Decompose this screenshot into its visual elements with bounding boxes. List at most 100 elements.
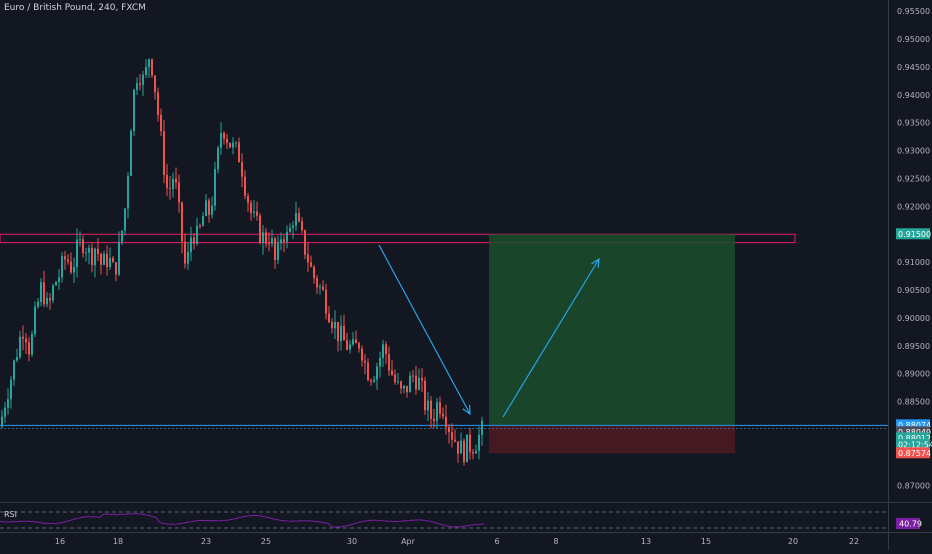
candle-body — [202, 216, 204, 226]
price-badge: 0.87574 — [896, 447, 931, 458]
candle-body — [34, 307, 36, 334]
candle-body — [49, 298, 51, 300]
candle-body — [307, 255, 309, 263]
candle-body — [430, 401, 432, 419]
candle-body — [31, 334, 33, 354]
time-tick-label: 23 — [201, 537, 211, 546]
candle-body — [196, 226, 198, 244]
candle-body — [22, 337, 24, 339]
candle-body — [319, 286, 321, 287]
price-tick-label: 0.88500 — [897, 398, 930, 407]
candle-body — [103, 254, 105, 265]
candle-body — [325, 290, 327, 314]
candle-body — [262, 232, 264, 242]
candle-body — [13, 360, 15, 379]
candle-body — [280, 239, 282, 243]
candle-body — [256, 212, 258, 216]
candle-body — [316, 278, 318, 287]
candle-body — [52, 285, 54, 300]
time-tick-label: 16 — [55, 537, 65, 546]
candle-body — [217, 148, 219, 169]
candle-body — [58, 277, 60, 282]
candle — [151, 58, 153, 77]
candle-body — [136, 83, 138, 90]
candle-body — [259, 216, 261, 243]
candle-body — [130, 131, 132, 176]
candle-body — [214, 169, 216, 205]
time-tick-label: 18 — [113, 537, 123, 546]
candle-body — [16, 357, 18, 360]
candle-body — [46, 298, 48, 304]
candle — [466, 434, 468, 462]
price-tick-label: 0.91000 — [897, 258, 930, 267]
candle-body — [361, 348, 363, 360]
candle-body — [445, 417, 447, 428]
candle-body — [85, 253, 87, 254]
candle — [31, 331, 33, 357]
candle-body — [466, 435, 468, 462]
candle-body — [211, 206, 213, 215]
candle-body — [409, 376, 411, 393]
candle-body — [145, 67, 147, 75]
price-tick-label: 0.95500 — [897, 7, 930, 16]
candle-body — [181, 202, 183, 241]
price-tick-label: 0.94000 — [897, 91, 930, 100]
candle-body — [253, 212, 255, 214]
candle-body — [463, 441, 465, 462]
candle-body — [7, 399, 9, 407]
candle-body — [301, 221, 303, 230]
candle-body — [37, 302, 39, 307]
candle-body — [199, 226, 201, 227]
candle-body — [367, 363, 369, 381]
candle-body — [127, 176, 129, 209]
candle-body — [163, 131, 165, 175]
candle-body — [274, 238, 276, 260]
candle-body — [148, 59, 150, 67]
candle-body — [133, 90, 135, 131]
candle-body — [106, 254, 108, 267]
candle-body — [187, 252, 189, 263]
chart-title: Euro / British Pound, 240, FXCM — [4, 3, 146, 13]
candle-body — [379, 358, 381, 367]
candle-body — [418, 378, 420, 390]
candle-body — [337, 322, 339, 341]
candle — [130, 129, 132, 176]
target-zone — [489, 234, 735, 425]
candle-body — [226, 139, 228, 143]
candle-body — [478, 435, 480, 451]
candle-body — [232, 143, 234, 148]
candle-body — [475, 451, 477, 454]
candle-body — [25, 339, 27, 343]
candle-body — [238, 142, 240, 162]
price-tick-label: 0.89500 — [897, 342, 930, 351]
candle-body — [166, 175, 168, 188]
candle-body — [142, 75, 144, 85]
rsi-value: 40.79 — [899, 520, 922, 529]
candle-body — [424, 381, 426, 411]
rsi-indicator-label: RSI — [4, 510, 17, 519]
candle-body — [406, 386, 408, 392]
candle-body — [394, 375, 396, 382]
candle-body — [454, 440, 456, 442]
candle-body — [175, 179, 177, 183]
price-tick-label: 0.90500 — [897, 286, 930, 295]
candle-body — [442, 414, 444, 417]
candle-body — [94, 249, 96, 265]
candle-body — [220, 133, 222, 148]
candle-body — [124, 209, 126, 231]
candle-body — [355, 339, 357, 343]
candle-body — [28, 342, 30, 354]
candle-body — [352, 339, 354, 344]
candle-body — [349, 344, 351, 349]
candle-body — [370, 380, 372, 381]
candle-body — [229, 143, 231, 148]
time-tick-label: 30 — [347, 537, 357, 546]
candle-body — [358, 343, 360, 348]
candle-body — [235, 142, 237, 143]
candle-body — [328, 314, 330, 322]
candle-body — [100, 254, 102, 265]
candle-body — [439, 402, 441, 414]
rsi-value-badge: 40.79 — [896, 518, 922, 529]
